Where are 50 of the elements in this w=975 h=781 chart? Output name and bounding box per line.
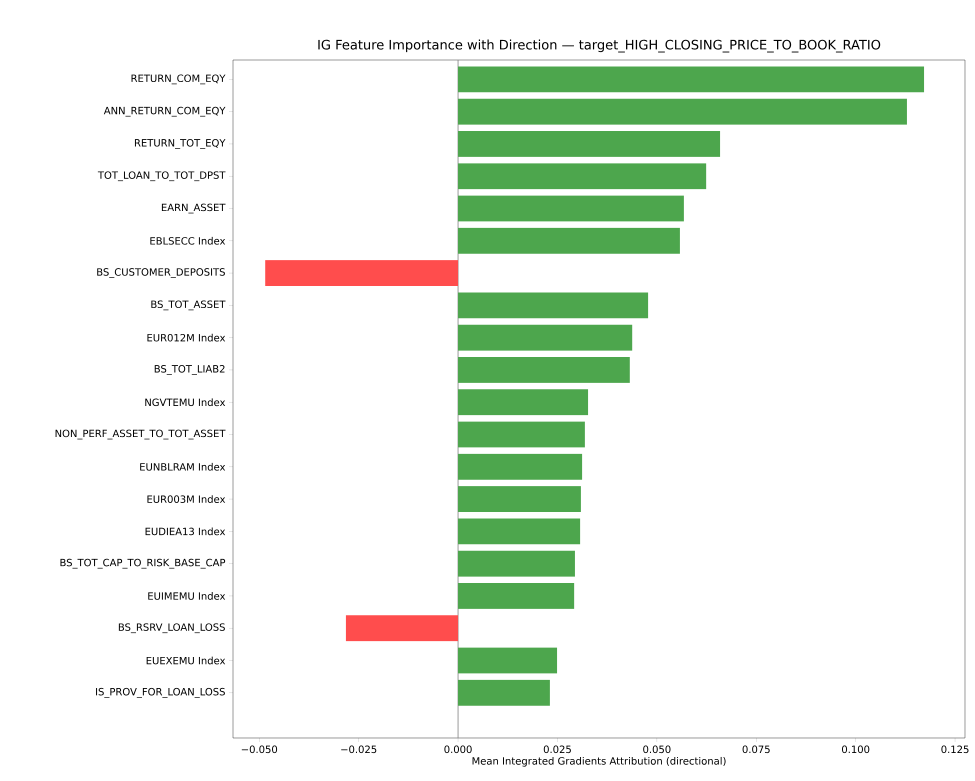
x-tick-label: −0.050 — [242, 746, 278, 754]
y-tick-label: EUEXEMU Index — [146, 656, 226, 664]
bar — [458, 292, 648, 318]
y-tick-label: RETURN_TOT_EQY — [134, 139, 226, 149]
y-tick-label: EUNBLRAM Index — [140, 462, 226, 471]
x-tick-label: 0.100 — [842, 746, 870, 754]
y-tick-label: EBLSECC Index — [150, 236, 226, 245]
bar — [265, 260, 458, 286]
x-axis-title: Mean Integrated Gradients Attribution (directional) — [472, 756, 726, 767]
y-tick-label: EUR003M Index — [147, 495, 226, 503]
y-tick-label: NON_PERF_ASSET_TO_TOT_ASSET — [56, 430, 226, 440]
bar — [458, 324, 632, 351]
y-tick-label: ANN_RETURN_COM_EQY — [104, 106, 226, 117]
y-tick-label: RETURN_COM_EQY — [132, 74, 226, 84]
y-tick-label: TOT_LOAN_TO_TOT_DPST — [98, 171, 226, 182]
bar — [458, 389, 588, 416]
y-tick-label: BS_CUSTOMER_DEPOSITS — [97, 268, 225, 278]
y-tick-label: BS_TOT_ASSET — [151, 300, 226, 310]
bar — [458, 66, 924, 92]
x-tick-label: 0.000 — [444, 746, 472, 754]
bar — [458, 454, 582, 480]
bar — [458, 550, 575, 577]
x-tick-label: 0.050 — [643, 746, 671, 754]
bar — [458, 131, 720, 157]
y-tick-label: BS_TOT_CAP_TO_RISK_BASE_CAP — [60, 558, 226, 569]
y-tick-label: IS_PROV_FOR_LOAN_LOSS — [96, 688, 225, 698]
x-tick-label: 0.075 — [742, 746, 770, 754]
bar — [458, 422, 585, 448]
bar — [458, 98, 907, 125]
chart-title: IG Feature Importance with Direction — target_HIGH_CLOSING_PRICE_TO_BOOK_RATIO — [318, 40, 880, 52]
y-tick-label: EUR012M Index — [147, 334, 226, 342]
bar — [458, 583, 574, 609]
y-tick-label: EARN_ASSET — [162, 204, 226, 214]
bar — [346, 615, 458, 642]
x-tick-label: 0.025 — [544, 746, 571, 754]
bar — [458, 680, 550, 706]
x-tick-label: −0.025 — [341, 746, 376, 754]
bar — [458, 518, 580, 544]
y-tick-label: BS_RSRV_LOAN_LOSS — [118, 623, 225, 634]
y-tick-label: EUDIEA13 Index — [146, 527, 226, 536]
bar — [458, 357, 630, 383]
x-tick-label: 0.125 — [941, 746, 968, 754]
bar — [458, 196, 684, 222]
bar — [458, 648, 558, 674]
bar — [458, 163, 706, 190]
y-tick-label: EUIMEMU Index — [148, 592, 226, 600]
y-tick-label: BS_TOT_LIAB2 — [154, 365, 224, 375]
y-tick-label: NGVTEMU Index — [145, 398, 226, 406]
bar — [458, 228, 680, 254]
bar — [458, 486, 581, 512]
